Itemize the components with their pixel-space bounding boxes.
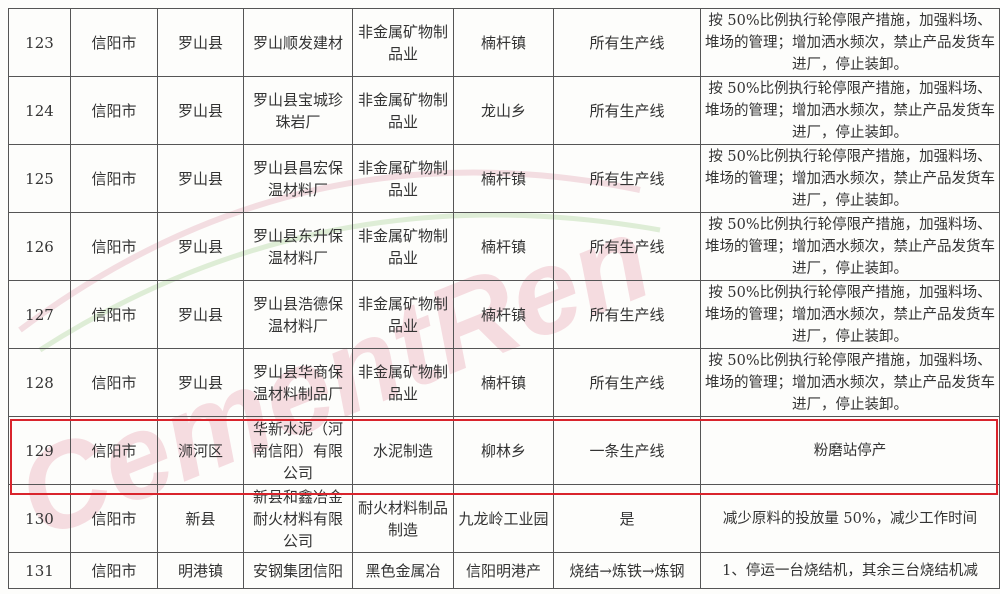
cell-city: 信阳市 — [70, 416, 158, 485]
cell-company: 罗山县华商保温材料制品厂 — [243, 348, 353, 417]
cell-industry: 水泥制造 — [352, 416, 454, 485]
cell-county: 罗山县 — [157, 348, 244, 417]
highlight-box — [10, 419, 998, 495]
cell-town: 龙山乡 — [453, 76, 554, 145]
cell-no: 123 — [8, 8, 71, 77]
cell-company: 安钢集团信阳 — [243, 552, 353, 589]
cell-no: 128 — [8, 348, 71, 417]
cell-industry: 黑色金属冶 — [352, 552, 454, 589]
cell-city: 信阳市 — [70, 484, 158, 553]
cell-city: 信阳市 — [70, 348, 158, 417]
cell-measure: 按 50%比例执行轮停限产措施，加强料场、堆场的管理；增加洒水频次，禁止产品发货… — [700, 144, 1000, 213]
cell-city: 信阳市 — [70, 552, 158, 589]
table-row: 127 信阳市 罗山县 罗山县浩德保温材料厂 非金属矿物制品业 楠杆镇 所有生产线按 50%… — [8, 280, 1000, 349]
cell-industry: 非金属矿物制品业 — [352, 280, 454, 349]
cell-county: 明港镇 — [157, 552, 244, 589]
cell-company: 新县和鑫冶金耐火材料有限公司 — [243, 484, 353, 553]
cell-county: 罗山县 — [157, 212, 244, 281]
cell-town: 楠杆镇 — [453, 144, 554, 213]
cell-measure: 按 50%比例执行轮停限产措施，加强料场、堆场的管理；增加洒水频次，禁止产品发货… — [700, 280, 1000, 349]
cell-company: 罗山县东升保温材料厂 — [243, 212, 353, 281]
cell-town: 九龙岭工业园 — [453, 484, 554, 553]
restriction-table: 123 信阳市 罗山县 罗山顺发建材 非金属矿物制品业 楠杆镇 所有生产线按 50%比例执行… — [8, 8, 1000, 589]
cell-county: 罗山县 — [157, 76, 244, 145]
cell-no: 127 — [8, 280, 71, 349]
cell-town: 楠杆镇 — [453, 212, 554, 281]
table-row: 124 信阳市 罗山县 罗山县宝城珍珠岩厂 非金属矿物制品业 龙山乡 所有生产线按 50%比… — [8, 76, 1000, 145]
cell-measure: 粉磨站停产 — [700, 416, 1000, 485]
cell-company: 华新水泥（河南信阳）有限公司 — [243, 416, 353, 485]
cell-county: 罗山县 — [157, 280, 244, 349]
cell-city: 信阳市 — [70, 8, 158, 77]
cell-line: 烧结→炼铁→炼钢 — [553, 552, 701, 589]
cell-county: 罗山县 — [157, 8, 244, 77]
cell-measure: 减少原料的投放量 50%，减少工作时间 — [700, 484, 1000, 553]
cell-town: 楠杆镇 — [453, 8, 554, 77]
cell-line: 所有生产线 — [553, 8, 701, 77]
cell-industry: 非金属矿物制品业 — [352, 76, 454, 145]
cell-measure: 1、停运一台烧结机，其余三台烧结机减 — [700, 552, 1000, 589]
cell-city: 信阳市 — [70, 144, 158, 213]
cell-company: 罗山县浩德保温材料厂 — [243, 280, 353, 349]
cell-line: 所有生产线 — [553, 212, 701, 281]
cell-line: 所有生产线 — [553, 280, 701, 349]
cell-measure: 按 50%比例执行轮停限产措施，加强料场、堆场的管理；增加洒水频次，禁止产品发货… — [700, 212, 1000, 281]
cell-no: 124 — [8, 76, 71, 145]
cell-no: 130 — [8, 484, 71, 553]
cell-industry: 非金属矿物制品业 — [352, 144, 454, 213]
table-row: 125 信阳市 罗山县 罗山县昌宏保温材料厂 非金属矿物制品业 楠杆镇 所有生产线按 50%… — [8, 144, 1000, 213]
cell-measure: 按 50%比例执行轮停限产措施，加强料场、堆场的管理；增加洒水频次，禁止产品发货… — [700, 76, 1000, 145]
table-row: 129 信阳市 浉河区 华新水泥（河南信阳）有限公司 水泥制造 柳林乡 一条生产线 粉磨站停产 — [8, 416, 1000, 485]
cell-no: 125 — [8, 144, 71, 213]
cell-town: 信阳明港产 — [453, 552, 554, 589]
table-row: 131 信阳市 明港镇 安钢集团信阳 黑色金属冶 信阳明港产 烧结→炼铁→炼钢 1、停运一台烧… — [8, 552, 1000, 589]
cell-no: 131 — [8, 552, 71, 589]
cell-town: 楠杆镇 — [453, 280, 554, 349]
cell-city: 信阳市 — [70, 280, 158, 349]
cell-county: 新县 — [157, 484, 244, 553]
cell-industry: 非金属矿物制品业 — [352, 348, 454, 417]
table-row: 128 信阳市 罗山县 罗山县华商保温材料制品厂 非金属矿物制品业 楠杆镇 所有生产线按 5… — [8, 348, 1000, 417]
cell-line: 所有生产线 — [553, 76, 701, 145]
cell-company: 罗山顺发建材 — [243, 8, 353, 77]
cell-town: 楠杆镇 — [453, 348, 554, 417]
cell-city: 信阳市 — [70, 212, 158, 281]
cell-line: 所有生产线 — [553, 144, 701, 213]
cell-city: 信阳市 — [70, 76, 158, 145]
table-row: 123 信阳市 罗山县 罗山顺发建材 非金属矿物制品业 楠杆镇 所有生产线按 50%比例执行… — [8, 8, 1000, 77]
cell-no: 126 — [8, 212, 71, 281]
cell-company: 罗山县宝城珍珠岩厂 — [243, 76, 353, 145]
cell-county: 罗山县 — [157, 144, 244, 213]
cell-line: 所有生产线 — [553, 348, 701, 417]
cell-measure: 按 50%比例执行轮停限产措施，加强料场、堆场的管理；增加洒水频次，禁止产品发货… — [700, 8, 1000, 77]
cell-measure: 按 50%比例执行轮停限产措施，加强料场、堆场的管理；增加洒水频次，禁止产品发货… — [700, 348, 1000, 417]
table-row: 126 信阳市 罗山县 罗山县东升保温材料厂 非金属矿物制品业 楠杆镇 所有生产线按 50%… — [8, 212, 1000, 281]
cell-industry: 非金属矿物制品业 — [352, 212, 454, 281]
cell-industry: 非金属矿物制品业 — [352, 8, 454, 77]
table-row: 130 信阳市 新县 新县和鑫冶金耐火材料有限公司 耐火材料制品制造 九龙岭工业园是减少原… — [8, 484, 1000, 553]
cell-company: 罗山县昌宏保温材料厂 — [243, 144, 353, 213]
